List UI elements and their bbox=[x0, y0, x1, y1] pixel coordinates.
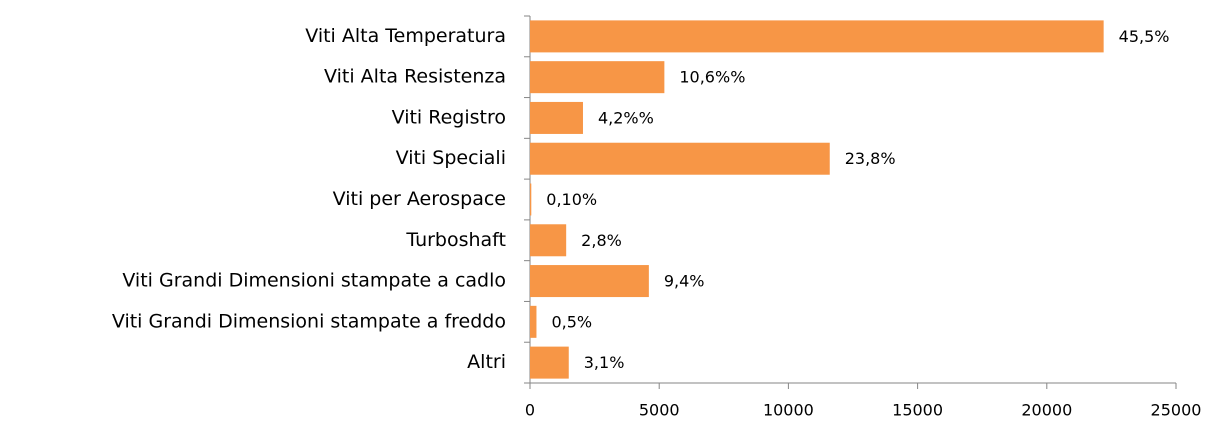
y-tick-label: Viti Registro bbox=[392, 106, 506, 128]
x-tick-label: 5000 bbox=[639, 401, 680, 420]
data-label: 0,10% bbox=[546, 190, 597, 209]
y-tick-label: Turboshaft bbox=[405, 229, 506, 251]
data-label: 0,5% bbox=[551, 312, 592, 331]
bar bbox=[530, 61, 665, 94]
bar bbox=[530, 101, 583, 134]
y-tick-label: Viti Speciali bbox=[396, 147, 506, 169]
y-tick-label: Altri bbox=[467, 351, 506, 373]
data-label: 23,8% bbox=[845, 149, 896, 168]
data-label: 10,6%% bbox=[679, 68, 745, 87]
y-tick-label: Viti Grandi Dimensioni stampate a cadlo bbox=[122, 270, 506, 292]
y-tick-label: Viti per Aerospace bbox=[333, 188, 506, 210]
x-tick-label: 10000 bbox=[763, 401, 814, 420]
bar bbox=[530, 265, 649, 298]
data-label: 45,5% bbox=[1119, 27, 1170, 46]
x-tick-label: 25000 bbox=[1151, 401, 1202, 420]
data-label: 2,8% bbox=[581, 231, 622, 250]
y-tick-label: Viti Grandi Dimensioni stampate a freddo bbox=[112, 310, 506, 332]
bar bbox=[530, 305, 537, 338]
bar bbox=[530, 142, 830, 175]
bar bbox=[530, 183, 532, 216]
bar bbox=[530, 346, 569, 379]
data-label: 9,4% bbox=[664, 272, 705, 291]
y-tick-label: Viti Alta Resistenza bbox=[324, 66, 506, 88]
y-tick-label: Viti Alta Temperatura bbox=[305, 25, 506, 47]
bar bbox=[530, 20, 1104, 53]
bar bbox=[530, 224, 567, 257]
x-tick-label: 20000 bbox=[1021, 401, 1072, 420]
data-label: 3,1% bbox=[584, 353, 625, 372]
data-label: 4,2%% bbox=[598, 108, 654, 127]
x-tick-label: 0 bbox=[525, 401, 535, 420]
x-tick-label: 15000 bbox=[892, 401, 943, 420]
